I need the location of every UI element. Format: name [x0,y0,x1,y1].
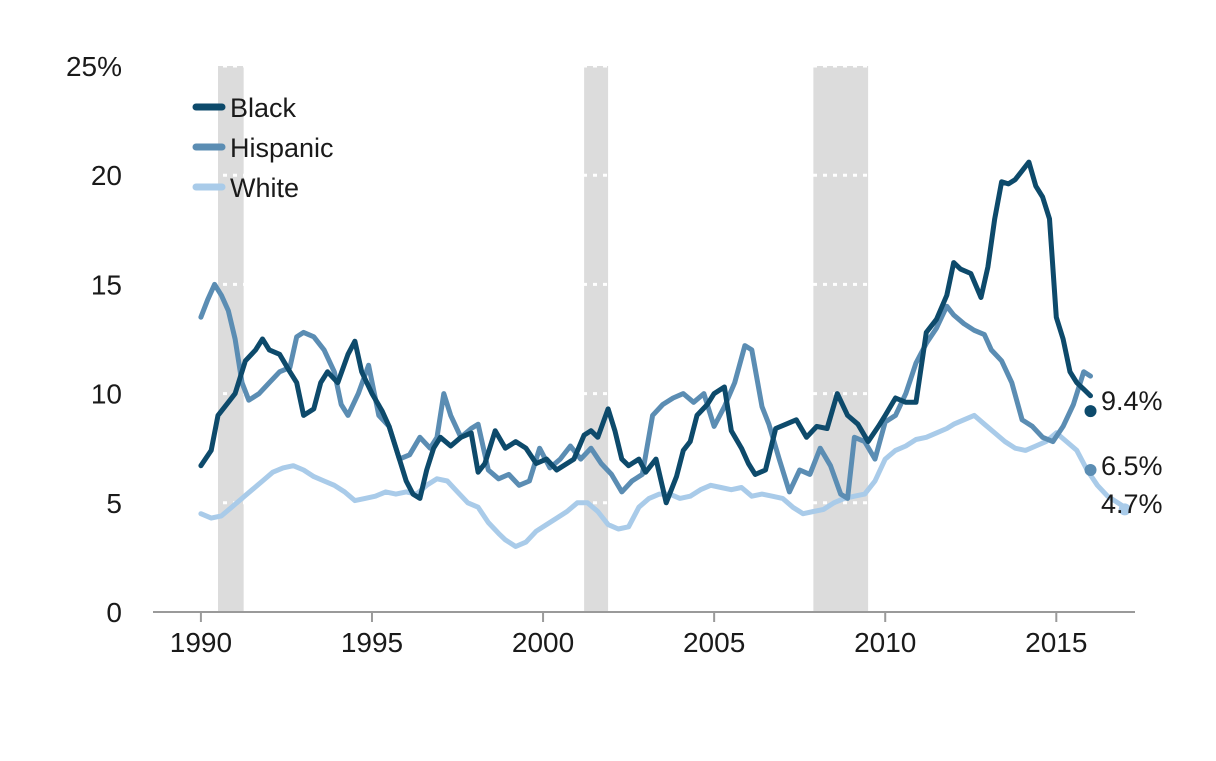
end-label-white: 4.7% [1101,489,1163,519]
end-label-hispanic: 6.5% [1101,451,1163,481]
gridlines [153,64,1135,505]
y-axis-ticks: 0 5 10 15 20 25% [66,51,122,628]
legend: Black Hispanic White [192,93,334,203]
recession-band-1 [584,66,609,612]
y-tick-label-10: 10 [91,379,122,410]
series-endpoint-black [1084,405,1097,418]
x-tick-label-1990: 1990 [170,627,232,658]
recession-band-2 [813,66,869,612]
recession-bands [218,66,869,612]
y-tick-label-5: 5 [106,488,122,519]
series-line-hispanic [198,281,1093,501]
x-tick-label-2010: 2010 [854,627,916,658]
x-tick-label-2005: 2005 [683,627,745,658]
recession-band-0 [218,66,244,612]
x-tick-label-2000: 2000 [512,627,574,658]
y-tick-label-0: 0 [106,597,122,628]
legend-item-black: Black [192,93,297,123]
end-label-black: 9.4% [1101,386,1163,416]
series-lines [198,159,1131,549]
series-line-black [198,159,1093,506]
legend-label-black: Black [230,93,297,123]
legend-label-white: White [230,173,299,203]
y-tick-label-15: 15 [91,269,122,300]
x-tick-label-2015: 2015 [1025,627,1087,658]
series-endpoint-white [1118,503,1131,516]
end-labels: 9.4% 6.5% 4.7% [1101,386,1163,519]
legend-label-hispanic: Hispanic [230,133,334,163]
y-tick-label-25: 25% [66,51,122,82]
legend-item-white: White [192,173,299,203]
x-axis-ticks: 1990 1995 2000 2005 2010 2015 [170,612,1087,658]
series-endpoint-hispanic [1084,464,1097,477]
y-tick-label-20: 20 [91,160,122,191]
x-tick-label-1995: 1995 [341,627,403,658]
legend-item-hispanic: Hispanic [192,133,334,163]
